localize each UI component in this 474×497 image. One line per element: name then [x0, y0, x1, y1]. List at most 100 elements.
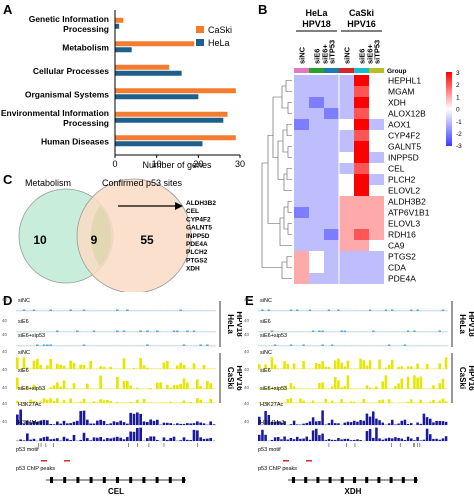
signal-bar	[296, 436, 299, 441]
x-axis-label: Number of genes	[142, 160, 212, 170]
color-scale-label: 2	[456, 82, 460, 89]
signal-bar	[179, 423, 182, 425]
signal-bar	[330, 419, 334, 425]
chip-peak	[64, 460, 70, 462]
signal-bar	[139, 330, 142, 332]
signal-bar	[432, 422, 435, 425]
signal-bar	[315, 388, 318, 389]
heatmap-cell	[339, 207, 354, 218]
heatmap-cell	[309, 251, 324, 262]
signal-bar	[318, 402, 321, 403]
signal-bar	[146, 388, 149, 389]
signal-bar	[435, 420, 438, 425]
signal-bar	[359, 402, 362, 403]
track-label: siE6	[260, 368, 271, 374]
panel-label-b: B	[258, 2, 268, 17]
signal-bar	[86, 368, 89, 369]
heatmap-cell	[354, 141, 369, 152]
signal-bar	[172, 436, 176, 441]
signal-bar	[62, 365, 66, 369]
signal-bar	[126, 380, 129, 389]
signal-bar	[162, 422, 166, 425]
signal-bar	[311, 430, 315, 441]
signal-bar	[49, 398, 52, 403]
venn-right-count: 55	[140, 233, 154, 247]
signal-bar	[212, 402, 216, 403]
signal-bar	[422, 368, 426, 369]
gene-exon	[292, 477, 295, 483]
signal-bar	[273, 402, 277, 403]
signal-bar	[99, 366, 102, 369]
dendrogram-branch	[272, 96, 282, 158]
chip-label: p53 ChIP peaks	[258, 466, 297, 472]
signal-bar	[387, 364, 391, 369]
signal-bar	[39, 401, 42, 403]
signal-bar	[330, 400, 334, 403]
signal-bar	[196, 430, 199, 441]
heatmap-cell	[294, 75, 309, 86]
bar-chart-a: Genetic InformationProcessingMetabolismC…	[1, 10, 245, 170]
signal-bar	[209, 398, 212, 403]
signal-bar	[179, 383, 182, 389]
signal-bar	[302, 388, 305, 389]
signal-bar	[378, 359, 381, 369]
venn-diagram-c: Metabolism Confirmed p53 sites 10 9 55 A…	[18, 178, 216, 292]
gene-exon	[50, 477, 53, 483]
heatmap-cell	[309, 141, 324, 152]
signal-bar	[179, 362, 182, 369]
dendrogram-branch	[279, 217, 292, 246]
signal-bar	[72, 383, 76, 389]
chip-label: p53 ChIP peaks	[16, 466, 55, 472]
signal-bar	[406, 436, 410, 441]
gene-label: CYP4F2	[388, 131, 420, 141]
signal-bar	[89, 423, 92, 425]
signal-bar	[32, 438, 36, 441]
signal-bar	[292, 420, 296, 425]
signal-bar	[89, 440, 92, 441]
signal-bar	[122, 330, 126, 332]
panel-label-c: C	[3, 172, 13, 187]
signal-bar	[289, 437, 293, 441]
signal-bar	[56, 382, 59, 389]
bar-chart-bars	[115, 17, 236, 147]
signal-bar	[346, 375, 350, 389]
heatmap-cell	[369, 273, 384, 284]
group-bar	[369, 68, 384, 73]
panel-label-e: E	[245, 293, 254, 308]
signal-bar	[432, 368, 435, 369]
signal-bar	[403, 388, 407, 389]
track-scale: 40	[2, 367, 8, 372]
signal-bar	[261, 388, 264, 389]
gene-label: GALNT5	[388, 142, 421, 152]
signal-bar	[283, 385, 286, 389]
heatmap-cell	[294, 86, 309, 97]
signal-bar	[109, 423, 112, 425]
signal-bar	[169, 401, 172, 403]
dendrogram-branch	[285, 80, 292, 92]
signal-bar	[196, 398, 199, 403]
signal-bar	[16, 377, 19, 389]
signal-bar	[116, 402, 119, 403]
heatmap-cell	[309, 152, 324, 163]
signal-bar	[267, 386, 271, 389]
signal-bar	[126, 309, 129, 311]
heatmap-cell	[369, 185, 384, 196]
gene-exon	[414, 477, 417, 483]
signal-bar	[397, 366, 400, 369]
signal-bar	[109, 366, 112, 369]
group-bar	[339, 68, 354, 73]
heatmap-cell	[324, 86, 339, 97]
signal-bar	[270, 388, 274, 389]
heatmap-cell	[354, 185, 369, 196]
x-tick-label: 0	[112, 159, 117, 169]
gene-exon	[182, 477, 185, 483]
signal-bar	[139, 358, 142, 369]
signal-bar	[368, 387, 372, 389]
signal-bar	[132, 431, 136, 441]
signal-bar	[179, 309, 182, 311]
signal-bar	[429, 368, 432, 369]
signal-bar	[289, 382, 293, 389]
signal-bar	[330, 368, 334, 369]
category-label: Processing	[63, 24, 109, 34]
bar-hela	[115, 23, 120, 29]
